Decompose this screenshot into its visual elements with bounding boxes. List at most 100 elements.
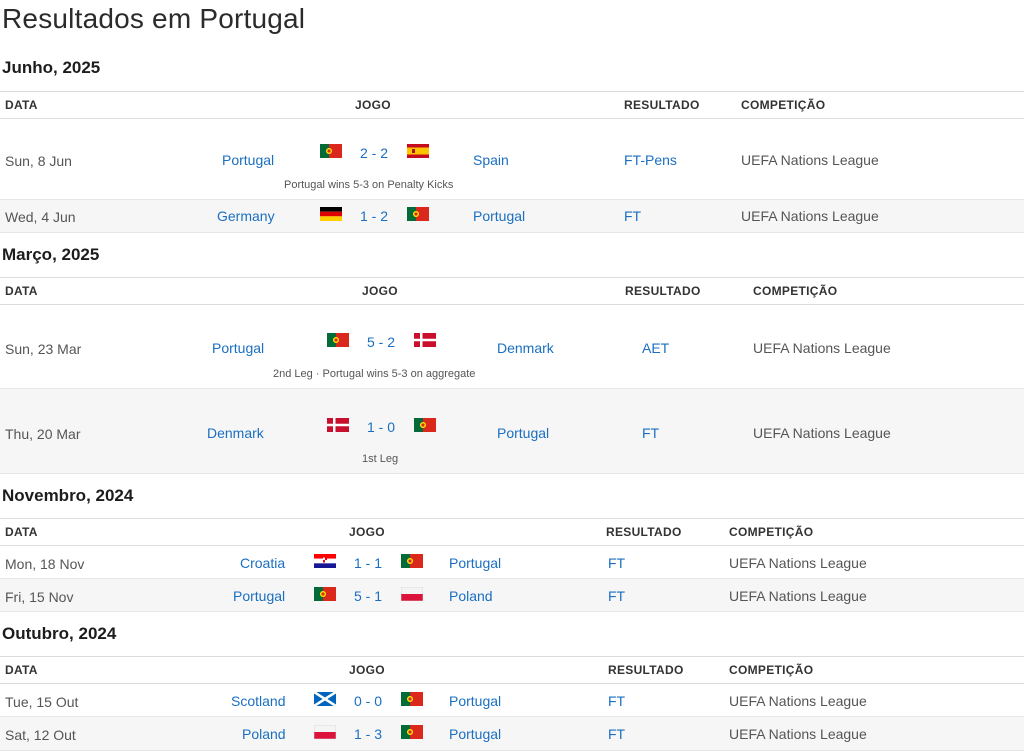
match-competition: UEFA Nations League: [753, 340, 891, 356]
match-competition: UEFA Nations League: [729, 693, 867, 709]
month-heading: Outubro, 2024: [2, 624, 117, 643]
portugal-flag-icon: [407, 207, 429, 221]
table-row[interactable]: Sat, 12 Out Poland 1 - 3 Portugal FT UEF…: [0, 717, 1024, 751]
home-team[interactable]: Croatia: [240, 555, 286, 571]
header-result: RESULTADO: [606, 525, 682, 539]
away-team[interactable]: Denmark: [497, 340, 554, 356]
portugal-flag-icon: [320, 144, 342, 158]
home-team[interactable]: Scotland: [231, 693, 286, 709]
match-score[interactable]: 5 - 2: [367, 334, 396, 350]
denmark-flag-icon: [414, 333, 436, 347]
month-heading: Novembro, 2024: [2, 486, 134, 505]
match-date: Mon, 18 Nov: [5, 556, 85, 572]
header-game: JOGO: [349, 525, 385, 539]
header-result: RESULTADO: [625, 284, 701, 298]
match-date: Sat, 12 Out: [5, 727, 76, 743]
match-note: 2nd Leg · Portugal wins 5-3 on aggregate: [273, 368, 476, 380]
poland-flag-icon: [401, 587, 423, 601]
match-note: Portugal wins 5-3 on Penalty Kicks: [284, 179, 454, 191]
denmark-flag-icon: [327, 418, 349, 432]
spain-flag-icon: [407, 144, 429, 158]
header-competition: COMPETIÇÃO: [729, 525, 814, 539]
away-team[interactable]: Poland: [449, 588, 493, 604]
match-competition: UEFA Nations League: [729, 555, 867, 571]
match-result[interactable]: FT: [624, 208, 642, 224]
match-score[interactable]: 1 - 3: [354, 726, 383, 742]
header-date: DATA: [5, 98, 38, 112]
match-result[interactable]: FT-Pens: [624, 152, 677, 168]
page-title: Resultados em Portugal: [2, 3, 306, 34]
match-date: Tue, 15 Out: [5, 694, 79, 710]
match-competition: UEFA Nations League: [729, 588, 867, 604]
header-date: DATA: [5, 663, 38, 677]
away-team[interactable]: Portugal: [449, 693, 502, 709]
table-row[interactable]: Wed, 4 Jun Germany 1 - 2 Portugal FT UEF…: [0, 200, 1024, 233]
away-team[interactable]: Portugal: [473, 208, 526, 224]
match-score[interactable]: 5 - 1: [354, 588, 383, 604]
header-game: JOGO: [362, 284, 398, 298]
match-result[interactable]: FT: [642, 425, 660, 441]
portugal-flag-icon: [401, 692, 423, 706]
match-competition: UEFA Nations League: [741, 152, 879, 168]
table-header: DATA JOGO RESULTADO COMPETIÇÃO: [0, 656, 1024, 684]
home-team[interactable]: Denmark: [207, 425, 264, 441]
match-date: Sun, 23 Mar: [5, 341, 82, 357]
header-date: DATA: [5, 284, 38, 298]
home-team[interactable]: Poland: [242, 726, 286, 742]
table-header: DATA JOGO RESULTADO COMPETIÇÃO: [0, 518, 1024, 546]
scotland-flag-icon: [314, 692, 336, 706]
header-competition: COMPETIÇÃO: [753, 284, 838, 298]
month-heading: Março, 2025: [2, 245, 100, 264]
table-row[interactable]: Thu, 20 Mar Denmark 1 - 0 Portugal 1st L…: [0, 389, 1024, 474]
match-note: 1st Leg: [362, 453, 399, 465]
header-result: RESULTADO: [624, 98, 700, 112]
match-competition: UEFA Nations League: [741, 208, 879, 224]
croatia-flag-icon: [314, 554, 336, 568]
match-result[interactable]: FT: [608, 726, 626, 742]
away-team[interactable]: Portugal: [449, 555, 502, 571]
match-competition: UEFA Nations League: [729, 726, 867, 742]
home-team[interactable]: Portugal: [212, 340, 265, 356]
table-row[interactable]: Sun, 8 Jun Portugal 2 - 2 Spain Portugal…: [0, 118, 1024, 200]
poland-flag-icon: [314, 725, 336, 739]
table-header: DATA JOGO RESULTADO COMPETIÇÃO: [0, 277, 1024, 305]
match-result[interactable]: FT: [608, 555, 626, 571]
header-date: DATA: [5, 525, 38, 539]
match-competition: UEFA Nations League: [753, 425, 891, 441]
match-result[interactable]: FT: [608, 588, 626, 604]
header-game: JOGO: [355, 98, 391, 112]
portugal-flag-icon: [414, 418, 436, 432]
match-score[interactable]: 1 - 1: [354, 555, 383, 571]
table-row[interactable]: Fri, 15 Nov Portugal 5 - 1 Poland FT UEF…: [0, 579, 1024, 612]
match-date: Sun, 8 Jun: [5, 153, 72, 169]
month-heading: Junho, 2025: [2, 58, 101, 77]
match-date: Wed, 4 Jun: [5, 209, 76, 225]
home-team[interactable]: Portugal: [233, 588, 286, 604]
portugal-flag-icon: [327, 333, 349, 347]
match-date: Fri, 15 Nov: [5, 589, 74, 605]
table-row[interactable]: Tue, 15 Out Scotland 0 - 0 Portugal FT U…: [0, 683, 1024, 717]
match-score[interactable]: 1 - 0: [367, 419, 396, 435]
match-score[interactable]: 1 - 2: [360, 208, 389, 224]
away-team[interactable]: Portugal: [449, 726, 502, 742]
portugal-flag-icon: [314, 587, 336, 601]
match-score[interactable]: 0 - 0: [354, 693, 383, 709]
match-date: Thu, 20 Mar: [5, 426, 81, 442]
home-team[interactable]: Germany: [217, 208, 275, 224]
table-row[interactable]: Sun, 23 Mar Portugal 5 - 2 Denmark 2nd L…: [0, 304, 1024, 389]
header-competition: COMPETIÇÃO: [729, 663, 814, 677]
away-team[interactable]: Spain: [473, 152, 509, 168]
portugal-flag-icon: [401, 554, 423, 568]
header-competition: COMPETIÇÃO: [741, 98, 826, 112]
away-team[interactable]: Portugal: [497, 425, 550, 441]
match-score[interactable]: 2 - 2: [360, 145, 389, 161]
germany-flag-icon: [320, 207, 342, 221]
header-game: JOGO: [349, 663, 385, 677]
match-result[interactable]: FT: [608, 693, 626, 709]
header-result: RESULTADO: [608, 663, 684, 677]
home-team[interactable]: Portugal: [222, 152, 275, 168]
match-result[interactable]: AET: [642, 340, 670, 356]
portugal-flag-icon: [401, 725, 423, 739]
table-header: DATA JOGO RESULTADO COMPETIÇÃO: [0, 91, 1024, 119]
table-row[interactable]: Mon, 18 Nov Croatia 1 - 1 Portugal FT UE…: [0, 545, 1024, 579]
